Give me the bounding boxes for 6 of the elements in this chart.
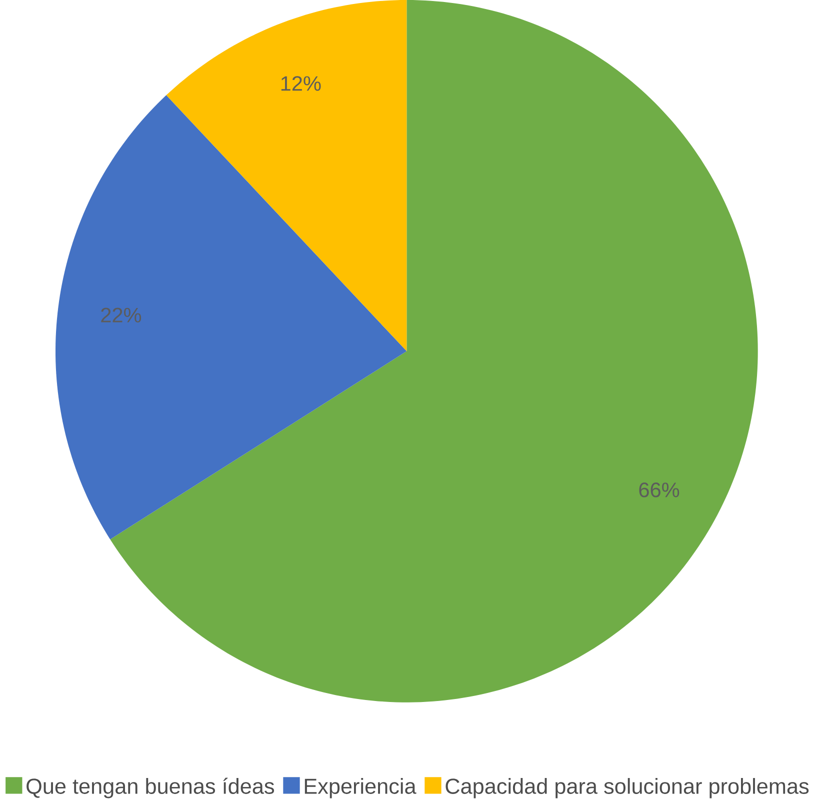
data-label: 22% (101, 308, 142, 323)
data-label: 12% (281, 76, 321, 91)
data-label: 66% (639, 482, 680, 498)
legend-label: Experiencia (304, 778, 416, 798)
legend-label: Que tengan buenas ídeas (26, 778, 274, 798)
legend-label: Capacidad para solucionar problemas (446, 778, 809, 798)
